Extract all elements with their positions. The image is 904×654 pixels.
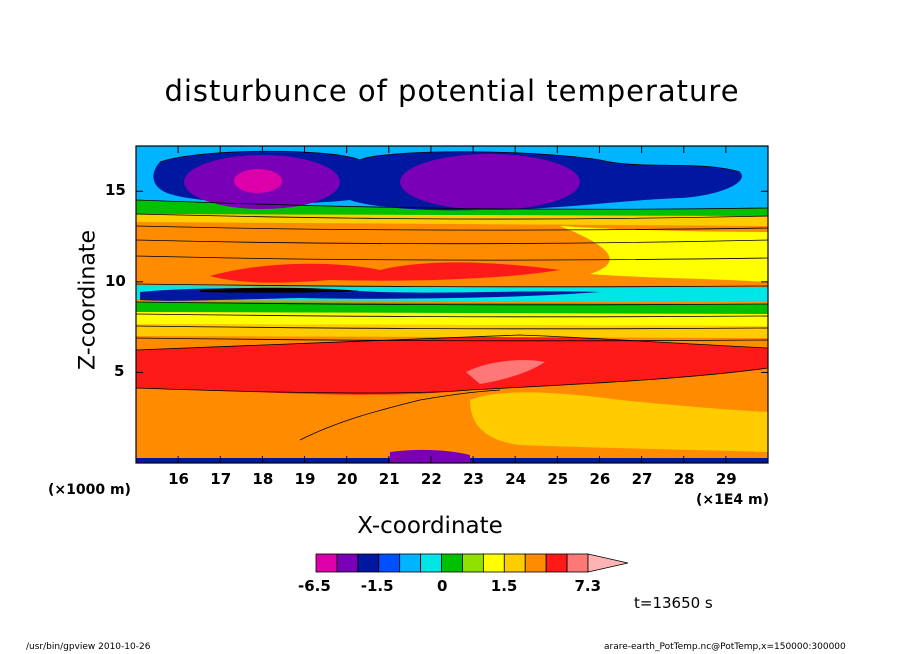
y-tick-label: 5 [114, 362, 125, 381]
colorbar-segment [524, 553, 547, 573]
y-tick-label: 15 [105, 181, 126, 200]
purple-cell-right [400, 154, 580, 210]
contour-lines [136, 150, 768, 441]
x-tick-marks [177, 146, 727, 463]
y-axis-unit: (×1000 m) [48, 482, 131, 498]
x-tick-label: 26 [589, 470, 611, 488]
colorbar-tick-label: -6.5 [298, 577, 331, 595]
colorbar-tick-label: -1.5 [360, 577, 394, 595]
x-tick-label: 22 [420, 470, 442, 488]
x-tick-label: 27 [631, 470, 653, 488]
colorbar-segment [315, 553, 338, 573]
footer-left: /usr/bin/gpview 2010-10-26 [26, 642, 151, 652]
red-band-low [136, 335, 768, 395]
surface-purple [390, 449, 470, 463]
green-layer [136, 302, 768, 314]
x-tick-label: 18 [252, 470, 274, 488]
colorbar-segment [420, 553, 442, 573]
x-axis-label: X-coordinate [357, 513, 503, 539]
plot-frame [135, 145, 769, 464]
x-tick-label: 25 [547, 470, 569, 488]
colorbar-segment [566, 553, 589, 573]
y-axis-label: Z-coordinate [75, 230, 101, 370]
colorbar-segment [357, 553, 380, 573]
colorbar-segment [545, 553, 568, 573]
y-tick-label: 10 [105, 271, 126, 290]
time-annotation: t=13650 s [634, 594, 713, 612]
yellow-turbulence [470, 392, 768, 452]
y-tick-marks [136, 190, 768, 373]
yellow-region-right [560, 226, 768, 282]
plot-area [136, 146, 768, 463]
x-tick-label: 24 [505, 470, 527, 488]
amber-layer [136, 324, 768, 338]
colorbar-segment [336, 553, 359, 573]
colorbar [315, 553, 629, 573]
x-axis-unit: (×1E4 m) [696, 492, 770, 508]
colorbar-segment [462, 553, 484, 573]
red-streak-upper [210, 262, 560, 283]
colorbar-tick-label: 1.5 [490, 577, 518, 595]
colorbar-extend-arrow [587, 553, 629, 573]
x-tick-label: 17 [210, 470, 232, 488]
x-tick-label: 23 [463, 470, 484, 488]
magenta-core [234, 169, 282, 193]
x-tick-label: 20 [336, 470, 358, 488]
colorbar-segment [503, 553, 526, 573]
footer-right: arare-earth_PotTemp.nc@PotTemp,x=150000:… [604, 642, 846, 652]
colorbar-segment [399, 553, 422, 573]
yellow-layer [136, 312, 768, 326]
colorbar-tick-label: 0 [437, 577, 448, 595]
x-tick-label: 28 [673, 470, 695, 488]
jet-core [200, 287, 360, 293]
colorbar-segment [378, 553, 401, 573]
pink-patch [466, 360, 545, 384]
x-tick-label: 19 [294, 470, 316, 488]
colorbar-tick-label: 7.3 [574, 577, 602, 595]
colorbar-segment [441, 553, 463, 573]
chart-title: disturbunce of potential temperature [164, 74, 740, 108]
x-tick-label: 21 [378, 470, 400, 488]
x-tick-label: 29 [715, 470, 737, 488]
colorbar-segment [482, 553, 505, 573]
x-tick-label: 16 [168, 470, 189, 488]
